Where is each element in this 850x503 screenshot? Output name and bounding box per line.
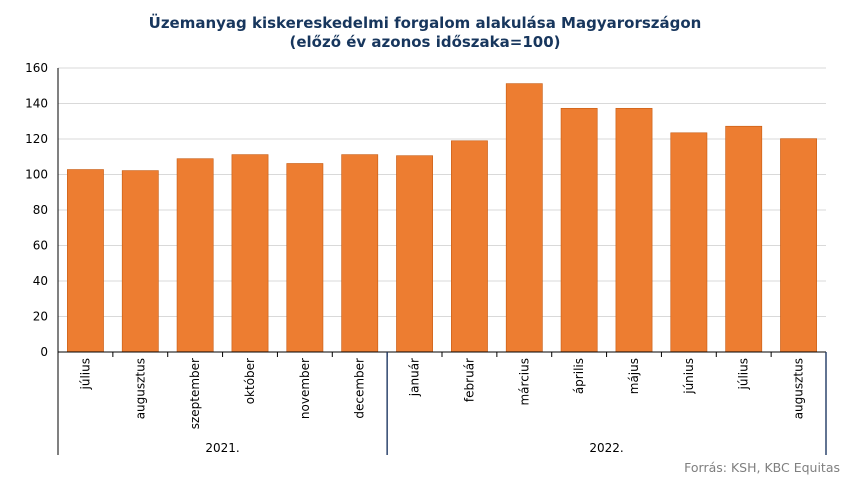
y-tick-label: 140 xyxy=(25,97,48,111)
category-label: február xyxy=(462,358,476,402)
bar xyxy=(780,138,817,353)
y-tick-label: 100 xyxy=(25,168,48,182)
axes xyxy=(57,68,827,357)
x-category-labels: július augusztus szeptember október november… xyxy=(78,358,805,429)
chart-title-block: Üzemanyag kiskereskedelmi forgalom alaku… xyxy=(0,14,850,52)
y-tick-label: 0 xyxy=(40,345,48,359)
category-label: június xyxy=(682,358,696,395)
year-label: 2021. xyxy=(205,441,239,455)
bar xyxy=(176,158,214,353)
year-label: 2022. xyxy=(589,441,623,455)
year-groups: 2021. 2022. xyxy=(57,352,827,455)
category-label: december xyxy=(353,358,367,419)
category-label: január xyxy=(408,358,422,397)
y-tick-label: 120 xyxy=(25,132,48,146)
bar xyxy=(615,107,653,353)
bar xyxy=(231,154,269,353)
bar xyxy=(396,155,433,353)
bars xyxy=(67,83,817,353)
bar xyxy=(670,132,708,353)
bar xyxy=(560,107,598,353)
bar xyxy=(286,163,324,353)
bar xyxy=(725,125,763,353)
category-label: március xyxy=(517,358,531,406)
y-tick-label: 20 xyxy=(33,310,48,324)
bar xyxy=(341,154,379,353)
y-tick-label: 160 xyxy=(25,61,48,75)
category-label: november xyxy=(298,358,312,419)
category-label: július xyxy=(737,358,751,390)
category-label: szeptember xyxy=(188,358,202,429)
y-tick-label: 60 xyxy=(33,239,48,253)
bar xyxy=(121,170,159,353)
y-tick-label: 80 xyxy=(33,203,48,217)
category-label: május xyxy=(627,358,641,394)
bar xyxy=(67,169,104,353)
gridlines xyxy=(58,67,826,317)
category-label: augusztus xyxy=(792,358,806,419)
category-label: július xyxy=(78,358,92,390)
category-label: április xyxy=(572,358,586,394)
bar xyxy=(505,83,543,353)
y-tick-label: 40 xyxy=(33,274,48,288)
y-tick-labels: 0 20 40 60 80 100 120 140 160 xyxy=(25,61,48,359)
chart-subtitle: (előző év azonos időszaka=100) xyxy=(289,33,561,51)
chart-title: Üzemanyag kiskereskedelmi forgalom alaku… xyxy=(148,14,702,32)
category-label: augusztus xyxy=(133,358,147,419)
source-note: Forrás: KSH, KBC Equitas xyxy=(684,460,840,475)
bar xyxy=(451,140,488,353)
category-label: október xyxy=(243,358,257,404)
